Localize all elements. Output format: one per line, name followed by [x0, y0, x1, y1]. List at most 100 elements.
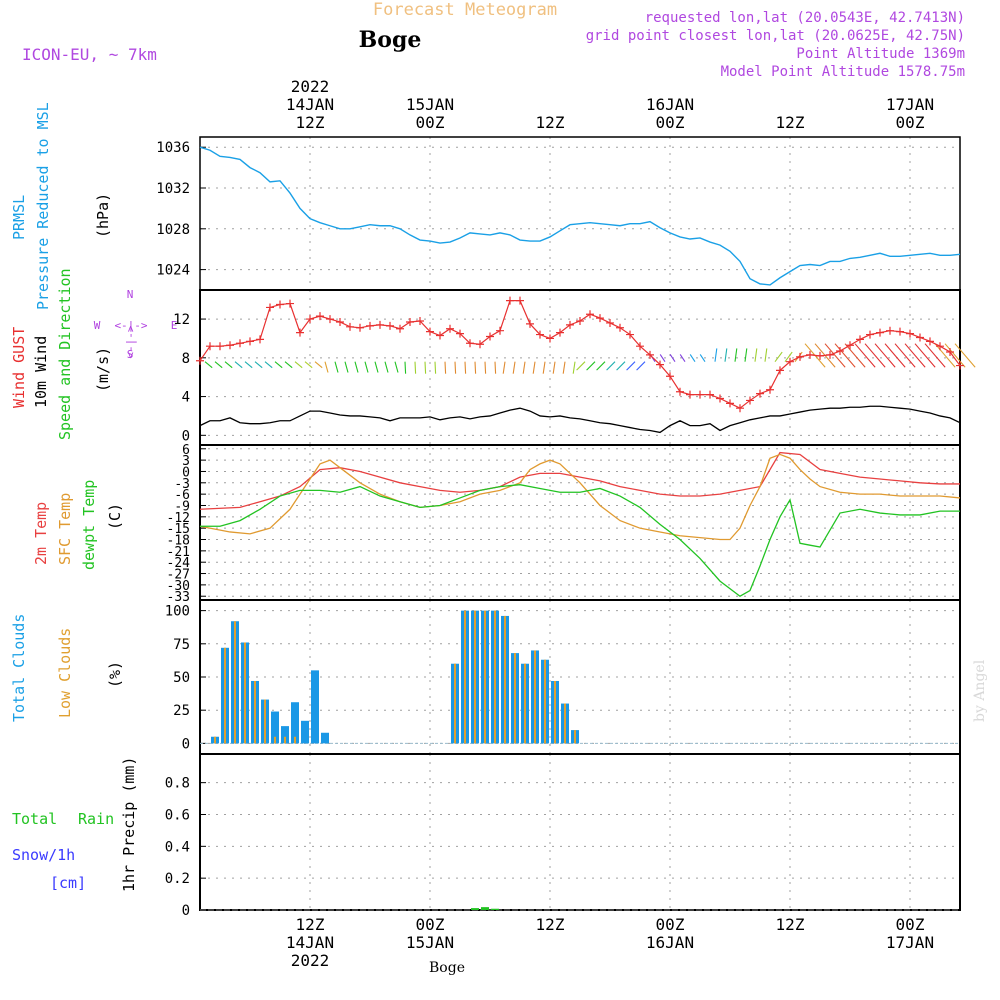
wind-arrow: [234, 361, 243, 369]
gust-marker: [536, 330, 544, 339]
wind-arrow: [434, 361, 437, 374]
time-label-bottom: 00Z: [416, 915, 445, 934]
gust-marker: [296, 328, 304, 337]
gust-marker: [396, 324, 404, 333]
wind-arrow: [274, 361, 283, 369]
low-cloud-bar: [284, 736, 286, 744]
gust-marker: [736, 404, 744, 413]
wind-arrow: [364, 361, 369, 373]
gust-marker: [916, 333, 924, 342]
gust-marker: [566, 320, 574, 329]
wind-arrow: [334, 361, 339, 373]
low-cloud-bar: [574, 730, 576, 744]
wind-arrow: [394, 361, 399, 373]
watermark: by Angel: [972, 659, 988, 722]
wind-arrow: [294, 361, 303, 369]
gust-marker: [336, 317, 344, 326]
gust-marker: [786, 357, 794, 366]
wind-10m-label: 10m Wind: [32, 336, 50, 408]
gust-marker: [646, 350, 654, 359]
y-tick-label: 75: [173, 637, 190, 653]
y-tick-label: 0: [182, 903, 190, 919]
cloud-bars: [200, 610, 960, 744]
rain-bar: [491, 908, 499, 910]
total-label: Total: [12, 810, 57, 828]
wind-arrow: [374, 361, 379, 373]
wind-arrow: [522, 361, 526, 374]
y-tick-label: -12: [167, 511, 190, 526]
wind-arrow: [264, 361, 273, 369]
pressure-msl-label: Pressure Reduced to MSL: [34, 102, 52, 310]
wind-arrow: [324, 361, 329, 373]
gust-marker: [556, 328, 564, 337]
time-label-top: 16JAN: [646, 95, 694, 114]
wind-arrow: [679, 354, 686, 362]
temp-labels: 2m Temp SFC Temp dewpt Temp (C): [32, 480, 124, 570]
y-tick-label: 50: [173, 670, 190, 686]
y-tick-label: 1024: [156, 263, 190, 279]
gust-marker: [656, 360, 664, 369]
wind-arrow: [414, 361, 417, 374]
gust-marker: [316, 312, 324, 321]
time-label-bottom: 12Z: [536, 915, 565, 934]
gust-marker: [376, 320, 384, 329]
gust-marker: [716, 394, 724, 403]
y-tick-label: 1036: [156, 140, 190, 156]
cloud-labels: Total Clouds Low Clouds (%): [10, 614, 124, 722]
wind-arrow: [562, 361, 566, 374]
wind-arrow: [914, 343, 936, 368]
gust-marker: [726, 399, 734, 408]
gust-marker: [776, 366, 784, 375]
gust-marker: [196, 356, 204, 365]
y-tick-label: -24: [167, 556, 191, 571]
gust-marker: [816, 351, 824, 360]
wind-arrow: [494, 361, 497, 374]
wind-10m-line: [199, 405, 961, 434]
time-label-top: 2022: [291, 77, 330, 96]
gust-marker: [886, 326, 894, 335]
wind-arrow: [734, 348, 738, 362]
gust-marker: [866, 330, 874, 339]
gust-marker: [486, 332, 494, 341]
temp-unit: (C): [106, 503, 124, 530]
wind-arrow: [244, 361, 253, 369]
gust-marker: [586, 310, 594, 319]
y-tick-label: -15: [167, 522, 190, 537]
time-label-bottom: 12Z: [296, 915, 325, 934]
low-cloud-bar: [224, 647, 226, 744]
gust-marker: [496, 326, 504, 335]
time-label-top: 12Z: [536, 113, 565, 132]
gust-marker: [266, 303, 274, 312]
wind-arrow: [254, 361, 263, 369]
total-cloud-bar: [301, 720, 309, 744]
time-label-top: 00Z: [656, 113, 685, 132]
y-tick-label: 3: [182, 454, 190, 469]
panel-precip: 0 0.2 0.4 0.6 0.8: [165, 753, 961, 919]
compass-n: N: [127, 288, 134, 301]
point-altitude: Point Altitude 1369m: [796, 46, 965, 62]
gust-marker: [626, 330, 634, 339]
y-tick-label: -21: [167, 545, 190, 560]
low-clouds-label: Low Clouds: [56, 628, 74, 718]
wind-arrow: [844, 343, 866, 368]
gust-marker: [416, 317, 424, 325]
y-tick-label: -27: [167, 568, 190, 583]
wind-arrow: [669, 354, 676, 362]
gust-marker: [516, 296, 524, 305]
wind-arrow: [596, 361, 606, 371]
y-tick-label: 0.4: [165, 839, 190, 855]
wind-arrow: [944, 343, 966, 368]
y-tick-label: 25: [173, 703, 190, 719]
wind-arrow: [512, 361, 516, 374]
time-label-top: 12Z: [776, 113, 805, 132]
gust-marker: [286, 299, 294, 308]
wind-arrow: [934, 343, 956, 368]
wind-arrow: [834, 343, 856, 368]
gust-marker: [346, 322, 354, 331]
wind-arrow: [724, 348, 728, 362]
wind-arrow: [424, 361, 427, 374]
gust-marker: [406, 317, 414, 326]
low-cloud-bar: [494, 610, 496, 744]
wind-arrow: [354, 361, 359, 373]
low-cloud-bar: [274, 736, 276, 744]
